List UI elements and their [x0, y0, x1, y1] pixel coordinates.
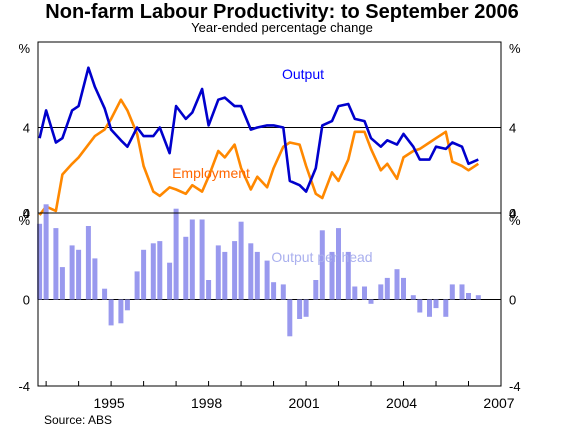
bar-output-per-head — [264, 260, 270, 300]
bar-output-per-head — [222, 251, 228, 300]
bar-output-per-head — [43, 204, 49, 300]
bar-output-per-head — [167, 262, 173, 300]
bar-output-per-head — [401, 277, 406, 300]
bar-output-per-head — [134, 271, 140, 300]
bar-output-per-head — [303, 299, 309, 317]
y-tick-right-top-0: 0 — [509, 206, 516, 221]
bar-output-per-head — [352, 286, 358, 300]
bar-output-per-head — [271, 282, 277, 300]
bar-output-per-head — [206, 280, 212, 300]
bar-output-per-head — [69, 245, 75, 300]
y-tick-right-top-4: 4 — [509, 121, 516, 136]
source-note: Source: ABS — [44, 413, 113, 427]
bar-output-per-head — [189, 219, 195, 300]
bar-output-per-head — [362, 286, 367, 300]
x-tick-label-1995: 1995 — [94, 395, 125, 411]
bar-output-per-head — [238, 221, 244, 300]
bar-output-per-head — [183, 236, 189, 300]
chart-title: Non-farm Labour Productivity: to Septemb… — [45, 1, 519, 23]
unit-left-top: % — [18, 41, 30, 56]
bar-output-per-head — [150, 243, 156, 300]
bar-output-per-head — [173, 208, 179, 300]
bar-output-per-head — [199, 219, 205, 300]
bar-output-per-head — [287, 299, 293, 337]
y-tick-left-top-4: 4 — [23, 121, 30, 136]
bar-output-per-head — [297, 299, 303, 319]
bar-output-per-head — [384, 277, 390, 300]
bar-output-per-head — [102, 288, 108, 300]
y-tick-right-bottom--4: -4 — [509, 379, 521, 394]
x-tick-label-1998: 1998 — [191, 395, 222, 411]
bar-output-per-head — [475, 295, 481, 300]
x-tick-label-2007: 2007 — [483, 395, 514, 411]
bar-output-per-head — [329, 251, 335, 300]
bar-output-per-head — [280, 284, 286, 300]
bar-output-per-head — [53, 228, 59, 300]
bar-output-per-head — [319, 230, 325, 300]
y-tick-right-bottom-0: 0 — [509, 293, 516, 308]
bar-output-per-head — [157, 241, 163, 300]
y-tick-left-top-0: 0 — [23, 206, 30, 221]
bar-output-per-head — [336, 228, 341, 300]
y-tick-left-bottom--4: -4 — [18, 379, 30, 394]
series-label-output-per-head: Output per head — [271, 249, 372, 265]
bar-output-per-head — [449, 284, 455, 300]
bar-output-per-head — [433, 299, 439, 309]
x-tick-label-2001: 2001 — [288, 395, 319, 411]
bar-output-per-head — [459, 284, 465, 300]
bar-output-per-head — [37, 223, 43, 300]
bar-output-per-head — [410, 295, 416, 300]
bar-output-per-head — [427, 299, 432, 317]
chart-subtitle: Year-ended percentage change — [191, 20, 373, 35]
series-label-output: Output — [282, 66, 324, 82]
unit-right-top: % — [509, 41, 521, 56]
bar-output-per-head — [59, 267, 65, 300]
bar-output-per-head — [368, 299, 374, 304]
y-tick-left-bottom-4: 4 — [23, 206, 30, 221]
bar-output-per-head — [141, 249, 147, 300]
bar-output-per-head — [215, 245, 221, 300]
bar-output-per-head — [466, 293, 471, 300]
bar-output-per-head — [248, 243, 254, 300]
bar-output-per-head — [394, 269, 400, 300]
bar-output-per-head — [85, 226, 91, 300]
series-label-employment: Employment — [172, 165, 250, 181]
bar-output-per-head — [417, 299, 423, 313]
bar-output-per-head — [108, 299, 114, 326]
bar-output-per-head — [232, 241, 238, 300]
unit-left-bottom: % — [18, 213, 30, 228]
y-tick-left-bottom-0: 0 — [23, 293, 30, 308]
bar-output-per-head — [378, 284, 384, 300]
y-tick-right-bottom-4: 4 — [509, 206, 516, 221]
bar-output-per-head — [76, 249, 82, 300]
x-tick-label-2004: 2004 — [386, 395, 417, 411]
bar-output-per-head — [124, 299, 130, 311]
bar-output-per-head — [313, 280, 319, 300]
bar-output-per-head — [118, 299, 124, 324]
plot-frame — [37, 41, 502, 387]
bar-output-per-head — [254, 251, 260, 300]
bar-output-per-head — [443, 299, 449, 317]
line-output — [38, 66, 479, 193]
bar-output-per-head — [345, 251, 351, 300]
unit-right-bottom: % — [509, 213, 521, 228]
line-employment — [38, 98, 480, 216]
bar-output-per-head — [92, 258, 98, 300]
